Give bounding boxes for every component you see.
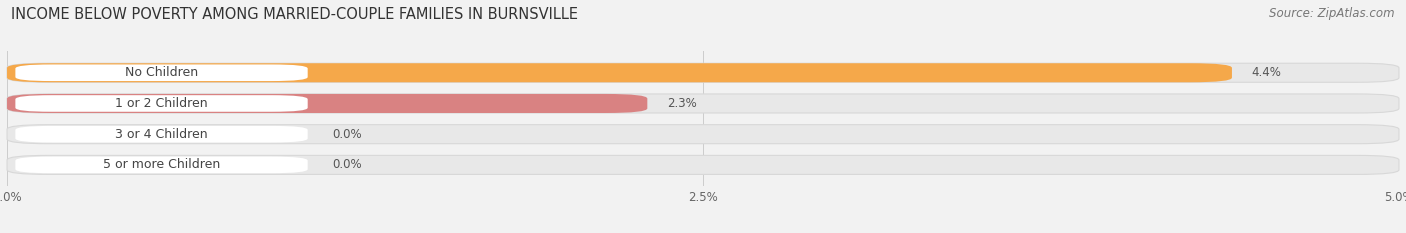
FancyBboxPatch shape bbox=[7, 125, 1399, 144]
Text: 0.0%: 0.0% bbox=[333, 128, 363, 141]
Text: 5 or more Children: 5 or more Children bbox=[103, 158, 221, 171]
FancyBboxPatch shape bbox=[7, 94, 1399, 113]
FancyBboxPatch shape bbox=[15, 126, 308, 142]
FancyBboxPatch shape bbox=[7, 63, 1232, 82]
Text: INCOME BELOW POVERTY AMONG MARRIED-COUPLE FAMILIES IN BURNSVILLE: INCOME BELOW POVERTY AMONG MARRIED-COUPL… bbox=[11, 7, 578, 22]
FancyBboxPatch shape bbox=[7, 63, 1399, 82]
FancyBboxPatch shape bbox=[7, 94, 647, 113]
Text: No Children: No Children bbox=[125, 66, 198, 79]
FancyBboxPatch shape bbox=[15, 157, 308, 173]
FancyBboxPatch shape bbox=[7, 155, 1399, 175]
Text: 2.3%: 2.3% bbox=[666, 97, 696, 110]
Text: 0.0%: 0.0% bbox=[333, 158, 363, 171]
Text: 3 or 4 Children: 3 or 4 Children bbox=[115, 128, 208, 141]
FancyBboxPatch shape bbox=[15, 65, 308, 81]
Text: Source: ZipAtlas.com: Source: ZipAtlas.com bbox=[1270, 7, 1395, 20]
Text: 1 or 2 Children: 1 or 2 Children bbox=[115, 97, 208, 110]
FancyBboxPatch shape bbox=[15, 95, 308, 112]
Text: 4.4%: 4.4% bbox=[1251, 66, 1281, 79]
